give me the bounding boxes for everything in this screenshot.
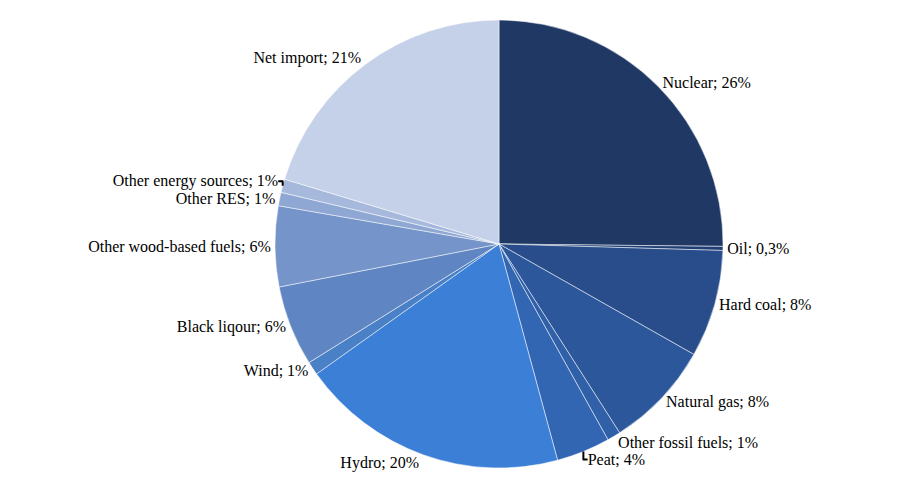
svg-text:Peat; 4%: Peat; 4%	[588, 451, 645, 468]
svg-text:Other fossil fuels; 1%: Other fossil fuels; 1%	[618, 434, 758, 451]
svg-text:Hydro; 20%: Hydro; 20%	[340, 454, 419, 472]
svg-text:Natural gas; 8%: Natural gas; 8%	[666, 393, 769, 411]
svg-text:Other energy sources; 1%: Other energy sources; 1%	[113, 172, 278, 190]
svg-text:Oil; 0,3%: Oil; 0,3%	[727, 240, 789, 257]
svg-text:Wind; 1%: Wind; 1%	[244, 362, 309, 379]
svg-text:Nuclear; 26%: Nuclear; 26%	[662, 74, 750, 91]
svg-text:Black liqour; 6%: Black liqour; 6%	[177, 318, 286, 336]
svg-text:Hard coal; 8%: Hard coal; 8%	[719, 296, 811, 313]
svg-text:Other wood-based fuels; 6%: Other wood-based fuels; 6%	[88, 238, 271, 255]
svg-text:Other RES; 1%: Other RES; 1%	[176, 190, 276, 207]
svg-text:Net import; 21%: Net import; 21%	[253, 49, 361, 67]
